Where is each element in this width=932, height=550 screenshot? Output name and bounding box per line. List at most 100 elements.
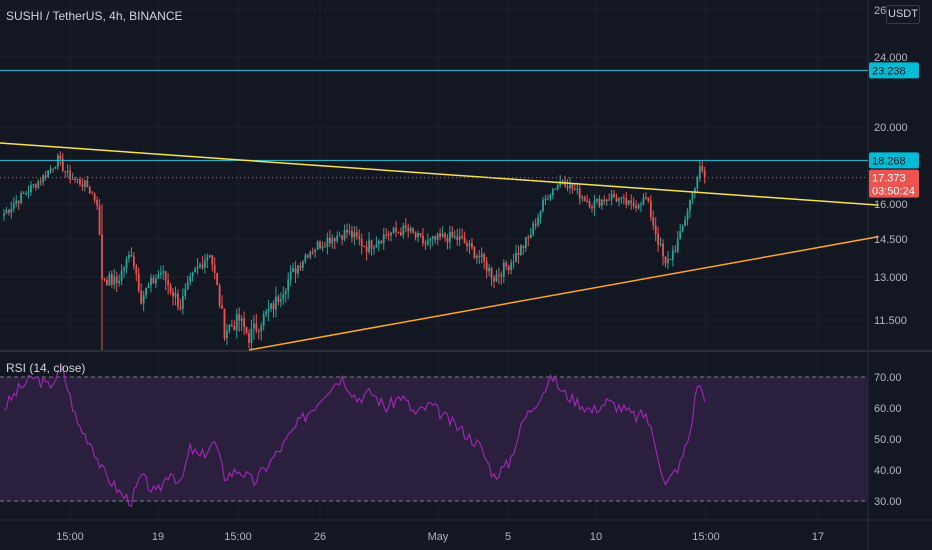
candle-body — [368, 240, 370, 252]
current-price-badge — [869, 169, 919, 198]
candle-body — [395, 227, 397, 232]
candle-body — [71, 178, 74, 180]
downtrend-trendline[interactable] — [0, 142, 879, 206]
candle-body — [74, 178, 76, 180]
candle-body — [365, 246, 368, 252]
time-axis-tick: May — [428, 531, 449, 543]
candle-body — [596, 198, 598, 201]
candle-body — [5, 209, 8, 214]
candle-body — [211, 255, 214, 265]
price-axis-tick: 24.000 — [874, 52, 908, 64]
candle-body — [446, 237, 449, 243]
candle-body — [353, 232, 356, 238]
candle-body — [282, 294, 285, 300]
candle-body — [701, 166, 704, 171]
candle-body — [235, 314, 238, 331]
price-axis-tick: 13.000 — [874, 272, 908, 284]
candle-body — [93, 193, 96, 200]
candle-body — [228, 325, 231, 331]
candle-body — [600, 199, 603, 206]
candle-body — [196, 266, 199, 269]
candle-body — [532, 223, 535, 235]
candle-body — [233, 325, 236, 331]
candle-body — [3, 213, 5, 216]
current-price-label: 17.373 — [872, 173, 906, 185]
rsi-axis-tick: 40.00 — [874, 465, 902, 477]
candle-body — [341, 235, 343, 240]
candle-body — [39, 181, 42, 183]
candle-body — [294, 268, 297, 274]
candle-body — [145, 288, 147, 296]
candle-body — [106, 280, 108, 285]
currency-button[interactable]: USDT — [886, 5, 920, 24]
candle-body — [551, 189, 554, 196]
candle-body — [184, 289, 187, 297]
candle-body — [351, 230, 353, 238]
candle-body — [578, 188, 581, 199]
candle-body — [500, 275, 503, 277]
candle-body — [471, 243, 473, 248]
candle-body — [649, 200, 652, 218]
time-axis-tick: 15:00 — [224, 531, 252, 543]
candle-body — [645, 197, 647, 199]
candle-body — [400, 232, 402, 236]
candle-body — [120, 270, 123, 281]
candle-body — [186, 281, 189, 290]
candle-body — [15, 200, 18, 204]
candle-body — [130, 254, 133, 257]
candle-body — [113, 276, 116, 285]
candle-body — [226, 330, 228, 339]
candle-body — [314, 249, 317, 252]
candle-body — [96, 199, 98, 206]
candle-body — [253, 323, 255, 329]
candle-body — [627, 200, 630, 205]
candle-body — [47, 170, 49, 178]
candle-body — [167, 280, 170, 286]
candle-body — [640, 204, 642, 206]
candle-body — [59, 155, 62, 160]
candle-body — [588, 201, 591, 208]
candle-body — [321, 246, 324, 249]
candle-body — [502, 262, 505, 277]
candle-body — [76, 178, 79, 180]
candle-body — [8, 209, 10, 213]
candle-body — [495, 274, 498, 282]
candle-body — [213, 264, 216, 273]
candle-body — [319, 241, 321, 249]
candle-body — [355, 232, 358, 237]
candle-body — [512, 262, 515, 264]
candle-body — [417, 232, 419, 238]
rsi-axis-tick: 50.00 — [874, 434, 902, 446]
candle-body — [57, 155, 59, 167]
uptrend-trendline[interactable] — [248, 235, 879, 351]
price-axis-tick: 20.000 — [874, 122, 908, 134]
candle-body — [152, 277, 155, 284]
candle-body — [118, 280, 121, 284]
candle-body — [98, 205, 101, 235]
candle-body — [618, 198, 620, 202]
horizontal-line-label: 23.238 — [872, 65, 906, 77]
candle-body — [309, 251, 312, 258]
candle-body — [343, 229, 346, 240]
candle-body — [363, 245, 366, 247]
candle-body — [586, 200, 588, 202]
candle-body — [449, 231, 451, 243]
candle-body — [201, 264, 204, 268]
candle-body — [238, 314, 241, 321]
candle-body — [520, 245, 522, 256]
candle-body — [267, 309, 270, 312]
candle-body — [556, 185, 559, 190]
candle-body — [573, 189, 576, 191]
candle-body — [422, 235, 424, 244]
candle-body — [605, 199, 608, 202]
candle-body — [426, 240, 429, 245]
candle-body — [424, 243, 427, 245]
candle-body — [691, 191, 694, 200]
candle-body — [64, 171, 67, 173]
candle-body — [431, 236, 434, 239]
candle-body — [522, 245, 525, 248]
candle-body — [287, 279, 290, 292]
candle-body — [598, 198, 601, 206]
